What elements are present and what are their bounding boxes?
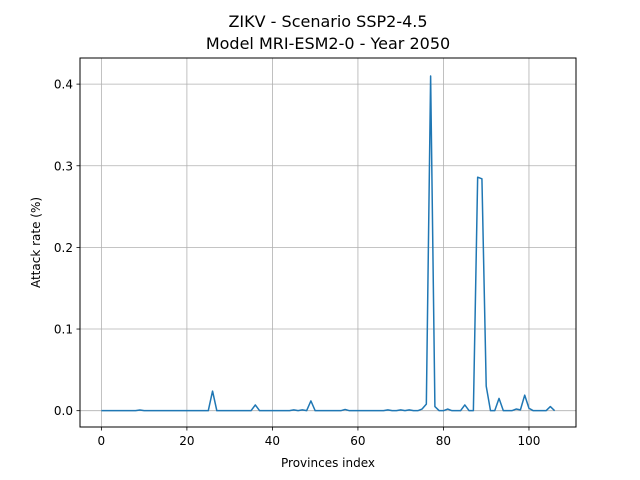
x-axis: 0 20 40 60 80 100 bbox=[98, 427, 541, 448]
axes-frame bbox=[79, 57, 577, 428]
plot-area bbox=[101, 75, 556, 412]
series-line bbox=[101, 75, 556, 412]
chart-subtitle: Model MRI-ESM2-0 - Year 2050 bbox=[206, 34, 450, 53]
x-tick-label: 60 bbox=[350, 434, 365, 448]
y-tick-label: 0.4 bbox=[54, 78, 73, 92]
x-tick-label: 80 bbox=[436, 434, 451, 448]
y-axis-label: Attack rate (%) bbox=[29, 197, 43, 288]
y-tick-label: 0.1 bbox=[54, 323, 73, 337]
y-tick-label: 0.3 bbox=[54, 159, 73, 173]
chart-title: ZIKV - Scenario SSP2-4.5 bbox=[228, 12, 427, 31]
x-tick-label: 40 bbox=[265, 434, 280, 448]
x-tick-label: 20 bbox=[179, 434, 194, 448]
y-axis: 0.0 0.1 0.2 0.3 0.4 bbox=[54, 78, 80, 418]
x-tick-label: 100 bbox=[518, 434, 541, 448]
x-axis-label: Provinces index bbox=[281, 456, 375, 470]
x-tick-label: 0 bbox=[98, 434, 106, 448]
y-tick-label: 0.2 bbox=[54, 241, 73, 255]
y-tick-label: 0.0 bbox=[54, 404, 73, 418]
